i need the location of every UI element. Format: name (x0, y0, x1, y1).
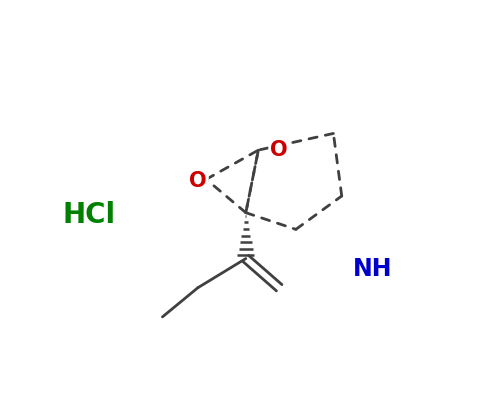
Text: O: O (189, 171, 206, 191)
Text: O: O (270, 140, 288, 160)
Text: HCl: HCl (63, 201, 116, 229)
Text: NH: NH (354, 257, 393, 281)
